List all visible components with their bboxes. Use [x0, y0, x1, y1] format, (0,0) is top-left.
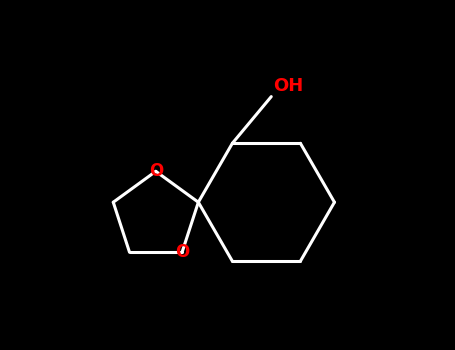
Text: O: O: [175, 243, 189, 261]
Text: OH: OH: [273, 77, 303, 95]
Text: O: O: [149, 162, 163, 180]
